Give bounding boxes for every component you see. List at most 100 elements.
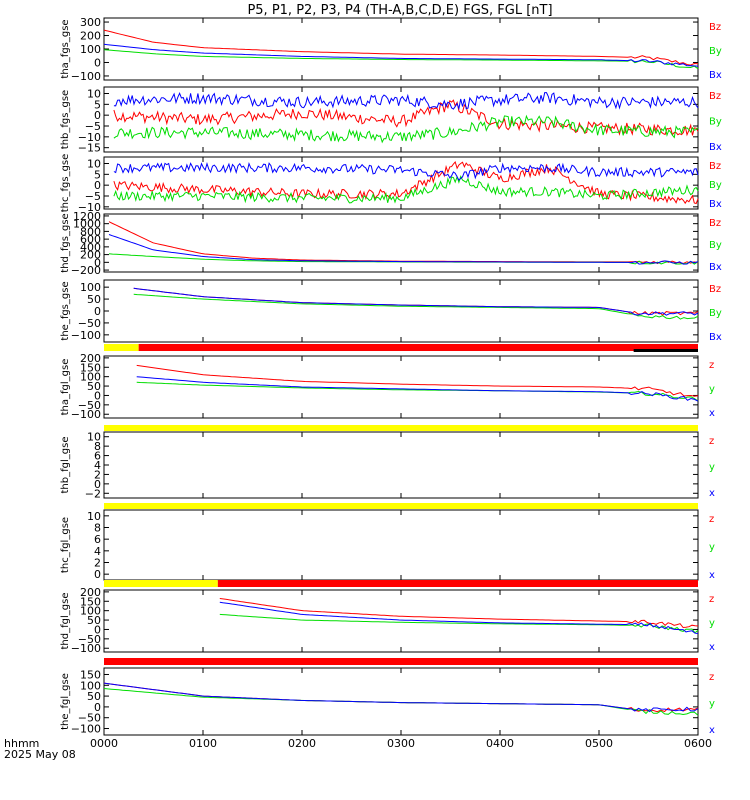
legend-By: By [709,180,722,191]
chart-title: P5, P1, P2, P3, P4 (TH-A,B,C,D,E) FGS, F… [247,3,552,18]
legend-y: y [709,699,715,710]
legend-Bz: Bz [709,284,721,295]
y-tick-label: 150 [80,668,101,681]
y-tick-label: 5 [94,98,101,111]
x-tick-label: 0000 [90,737,118,750]
series-y [219,613,699,634]
series-Bz [113,160,699,205]
status-bar-segment [104,580,218,587]
series-Bx [113,161,699,181]
y-tick-label: 8 [94,522,101,535]
legend-Bz: Bz [709,91,721,102]
y-tick-label: 100 [80,43,101,56]
y-tick-label: −200 [71,264,101,277]
legend-z: z [709,672,714,683]
legend-Bx: Bx [709,262,722,273]
x-tick-label: 0400 [486,737,514,750]
status-bar-segment [104,425,698,431]
y-axis-label: the_fgl_gse [60,673,71,730]
status-bar-segment [217,580,698,587]
series-x [219,601,699,634]
legend-By: By [709,46,722,57]
y-tick-label: −5 [85,190,101,203]
legend-x: x [709,488,715,499]
y-axis-label: tha_fgl_gse [60,359,71,416]
y-tick-label: 0 [94,56,101,69]
y-tick-label: 2 [94,557,101,570]
series-By [103,49,699,70]
legend-z: z [709,360,714,371]
legend-x: x [709,408,715,419]
legend-y: y [709,542,715,553]
series-Bx [103,43,699,67]
y-tick-label: 4 [94,545,101,558]
panel-frame [103,667,699,736]
series-By [113,175,699,204]
y-tick-label: 2 [94,468,101,481]
y-tick-label: 600 [80,233,101,246]
panel-frame [103,509,699,581]
y-tick-label: 0 [94,568,101,581]
legend-Bx: Bx [709,70,722,81]
y-tick-label: 150 [80,361,101,374]
y-tick-label: 0 [94,179,101,192]
y-tick-label: 1000 [73,218,101,231]
y-axis-label: thb_fgs_gse [60,90,71,149]
legend-By: By [709,308,722,319]
status-bar-segment [138,344,698,351]
status-bar-black [633,349,698,352]
y-tick-label: 200 [80,352,101,365]
series-y [103,688,699,716]
legend-By: By [709,117,722,128]
legend-Bz: Bz [709,218,721,229]
series-x [136,376,699,402]
y-tick-label: 300 [80,16,101,29]
series-z [103,682,699,713]
y-tick-label: −50 [78,712,101,725]
x-tick-label: 0200 [288,737,316,750]
y-tick-label: −100 [71,329,101,342]
y-tick-label: 10 [87,510,101,523]
y-tick-label: 100 [80,371,101,384]
panel-frame [103,431,699,499]
y-tick-label: −100 [71,642,101,655]
legend-y: y [709,618,715,629]
legend-x: x [709,725,715,736]
legend-Bx: Bx [709,199,722,210]
status-bar-segment [104,658,698,665]
y-tick-label: 50 [87,380,101,393]
panel-frame [103,17,699,81]
y-tick-label: −100 [71,408,101,421]
y-tick-label: 8 [94,440,101,453]
panel-frame [103,213,699,273]
series-z [136,364,699,397]
y-tick-label: −10 [78,201,101,214]
y-tick-label: 400 [80,241,101,254]
status-bars-group [104,344,698,665]
legend-z: z [709,514,714,525]
series-By [133,293,699,320]
y-tick-label: 4 [94,459,101,472]
y-axis-label: thc_fgl_gse [60,517,71,573]
series-Bz [113,99,699,137]
y-tick-label: 0 [94,623,101,636]
y-tick-label: 100 [80,281,101,294]
legend-x: x [709,570,715,581]
y-tick-label: 10 [87,431,101,444]
y-axis-label: thd_fgs_gse [60,213,71,272]
time-axis-label: hhmm [4,737,39,750]
y-tick-label: 1200 [73,210,101,223]
x-axis: 0000 0100 0200 0300 0400 0500 0600 [90,737,712,750]
y-tick-label: −100 [71,723,101,736]
y-tick-label: 5 [94,168,101,181]
series-Bz [108,221,699,265]
y-tick-label: −100 [71,70,101,83]
legend-Bx: Bx [709,332,722,343]
y-tick-label: 10 [87,88,101,101]
y-axis-label: the_fgs_gse [60,281,71,340]
